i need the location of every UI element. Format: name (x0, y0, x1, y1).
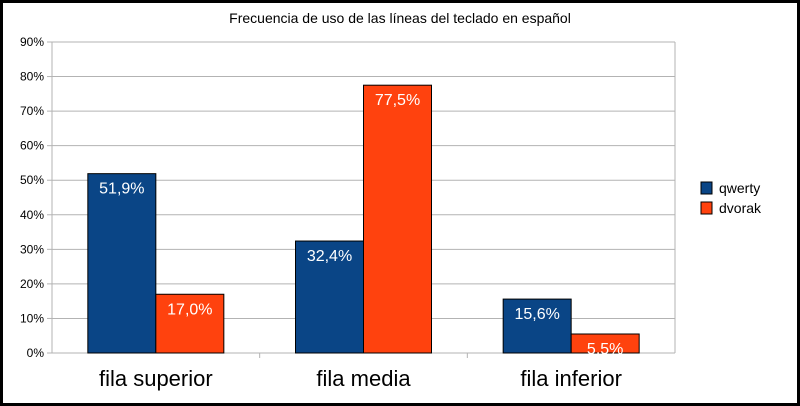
data-label: 77,5% (375, 92, 420, 109)
bar-dvorak (155, 293, 225, 354)
bars (87, 84, 640, 354)
legend-label-dvorak: dvorak (719, 200, 762, 216)
bar-qwerty (87, 173, 157, 354)
x-tick-label: fila media (316, 366, 411, 391)
bar-qwerty (295, 240, 364, 354)
bar-dvorak (570, 333, 640, 354)
y-tick-label: 20% (20, 277, 44, 291)
data-label: 17,0% (167, 301, 212, 318)
data-label: 51,9% (99, 181, 144, 198)
y-tick-label: 0% (27, 346, 45, 360)
data-label: 15,6% (514, 306, 559, 323)
y-tick-label: 90% (20, 35, 44, 49)
y-tick-label: 80% (20, 70, 44, 84)
data-labels: 51,9% 17,0% 32,4% 77,5% 15,6% 5,5% (99, 92, 623, 358)
x-tick-label: fila inferior (520, 366, 621, 391)
y-tick-label: 50% (20, 173, 44, 187)
y-tick-label: 10% (20, 311, 44, 325)
chart-frame: Frecuencia de uso de las líneas del tecl… (3, 3, 797, 403)
bar-chart: Frecuencia de uso de las líneas del tecl… (20, 10, 762, 391)
data-label: 32,4% (307, 248, 352, 265)
data-label: 5,5% (587, 341, 623, 358)
bar-dvorak (363, 84, 432, 354)
chart-title: Frecuencia de uso de las líneas del tecl… (229, 10, 571, 26)
y-tick-label: 70% (20, 104, 44, 118)
legend-label-qwerty: qwerty (719, 180, 760, 196)
x-tick-label: fila superior (99, 366, 213, 391)
y-tick-label: 40% (20, 208, 44, 222)
y-tick-label: 30% (20, 242, 44, 256)
bar-qwerty (502, 298, 572, 354)
legend: qwerty dvorak (700, 180, 762, 216)
legend-swatch-dvorak (700, 201, 713, 215)
legend-swatch-qwerty (700, 181, 713, 195)
y-tick-label: 60% (20, 139, 44, 153)
